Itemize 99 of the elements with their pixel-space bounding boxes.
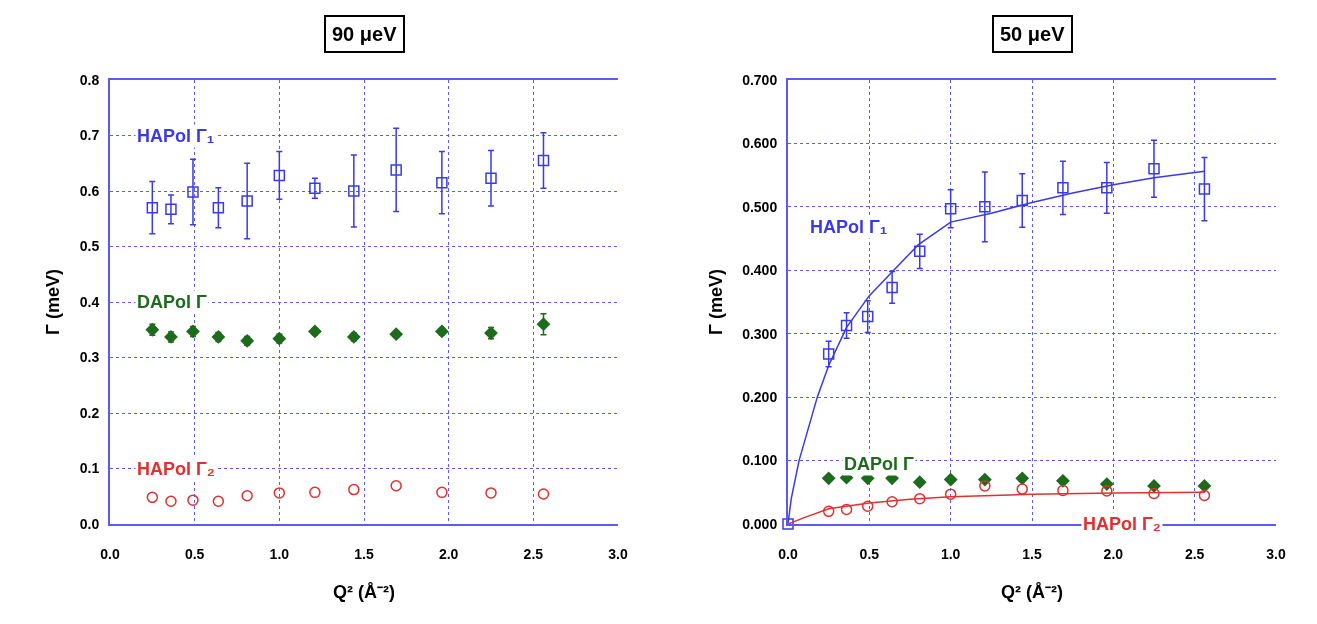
point [1016, 194, 1028, 207]
point [1015, 471, 1029, 485]
point [273, 487, 286, 499]
series-label: HAPol Γ₂ [137, 459, 215, 479]
point [165, 495, 177, 507]
x-tick-label: 3.0 [608, 545, 628, 562]
x-tick-label: 2.0 [438, 545, 459, 562]
x-tick-label: 2.0 [1103, 545, 1124, 562]
point [485, 172, 497, 184]
y-tick-label: 0.8 [79, 71, 100, 88]
point [309, 486, 321, 499]
point [822, 471, 836, 485]
series-label: DAPol Γ [844, 454, 914, 474]
point [1056, 474, 1070, 488]
point [861, 310, 874, 323]
x-tick-label: 0.0 [100, 545, 120, 562]
y-tick-label: 0.200 [742, 389, 778, 406]
point [1198, 489, 1211, 502]
point [944, 488, 957, 500]
series-label: DAPol Γ [137, 292, 207, 312]
point [273, 169, 286, 182]
y-tick-label: 0.0 [79, 515, 100, 532]
point [146, 491, 159, 504]
y-tick-label: 0.100 [742, 452, 778, 469]
y-tick-label: 0.7 [79, 127, 100, 144]
point [1197, 479, 1212, 493]
series-label: HAPol Γ₁ [810, 217, 888, 237]
point [309, 182, 321, 194]
point [485, 487, 497, 499]
x-tick-label: 0.5 [859, 545, 880, 562]
x-tick-label: 3.0 [1266, 545, 1286, 562]
point [348, 483, 360, 496]
x-tick-label: 1.0 [940, 545, 961, 562]
chart-title: 90 μeV [332, 23, 398, 45]
point [536, 317, 551, 331]
point [782, 518, 794, 530]
text: HAPol Γ₁ [137, 126, 215, 146]
point [537, 488, 550, 500]
point [212, 495, 225, 507]
point [822, 348, 835, 360]
point [537, 154, 550, 167]
point [187, 494, 199, 506]
point [979, 201, 991, 213]
point [944, 473, 958, 487]
point [146, 201, 159, 214]
y-axis-title: Γ (meV) [43, 269, 64, 335]
series-label: HAPol Γ₂ [1083, 514, 1161, 534]
point [212, 201, 225, 214]
y-tick-label: 0.4 [79, 293, 100, 310]
point [165, 203, 177, 216]
point [861, 500, 874, 512]
y-tick-label: 0.600 [742, 135, 778, 152]
point [886, 281, 898, 294]
point [914, 245, 926, 258]
point [1101, 485, 1113, 497]
x-axis-title: Q² (Å⁻²) [1001, 582, 1063, 603]
point [913, 475, 927, 489]
point [886, 496, 898, 508]
point [1148, 487, 1160, 500]
point [979, 480, 991, 492]
point [390, 479, 402, 492]
point [914, 492, 926, 505]
point [840, 503, 853, 516]
point [436, 486, 448, 499]
x-tick-label: 0.0 [778, 545, 798, 562]
y-axis-title: Γ (meV) [705, 269, 726, 335]
point [390, 164, 402, 176]
y-tick-label: 0.000 [742, 515, 778, 532]
point [840, 319, 853, 332]
x-tick-label: 1.0 [269, 545, 290, 562]
y-tick-label: 0.2 [79, 404, 100, 421]
point [944, 203, 957, 215]
x-tick-label: 1.5 [354, 545, 374, 562]
chart-title: 50 μeV [1000, 23, 1066, 45]
x-axis-title: Q² (Å⁻²) [333, 582, 395, 603]
point [241, 195, 253, 207]
point [436, 176, 448, 189]
point [1148, 163, 1160, 175]
y-tick-label: 0.5 [79, 238, 100, 255]
point [1016, 483, 1028, 495]
point [1057, 484, 1069, 497]
point [187, 186, 199, 198]
y-tick-label: 0.400 [742, 262, 778, 279]
point [1198, 183, 1211, 195]
x-tick-label: 0.5 [184, 545, 205, 562]
point [1057, 182, 1069, 194]
point [822, 505, 835, 518]
point [241, 489, 253, 502]
y-tick-label: 0.1 [79, 460, 100, 477]
y-tick-label: 0.700 [742, 71, 778, 88]
y-tick-label: 0.3 [79, 349, 100, 366]
x-tick-label: 2.5 [523, 545, 544, 562]
y-tick-label: 0.6 [79, 182, 100, 199]
point [1101, 182, 1113, 194]
x-tick-label: 1.5 [1022, 545, 1042, 562]
x-tick-label: 2.5 [1184, 545, 1205, 562]
point [348, 185, 360, 197]
y-tick-label: 0.300 [742, 325, 778, 342]
y-tick-label: 0.500 [742, 198, 778, 215]
